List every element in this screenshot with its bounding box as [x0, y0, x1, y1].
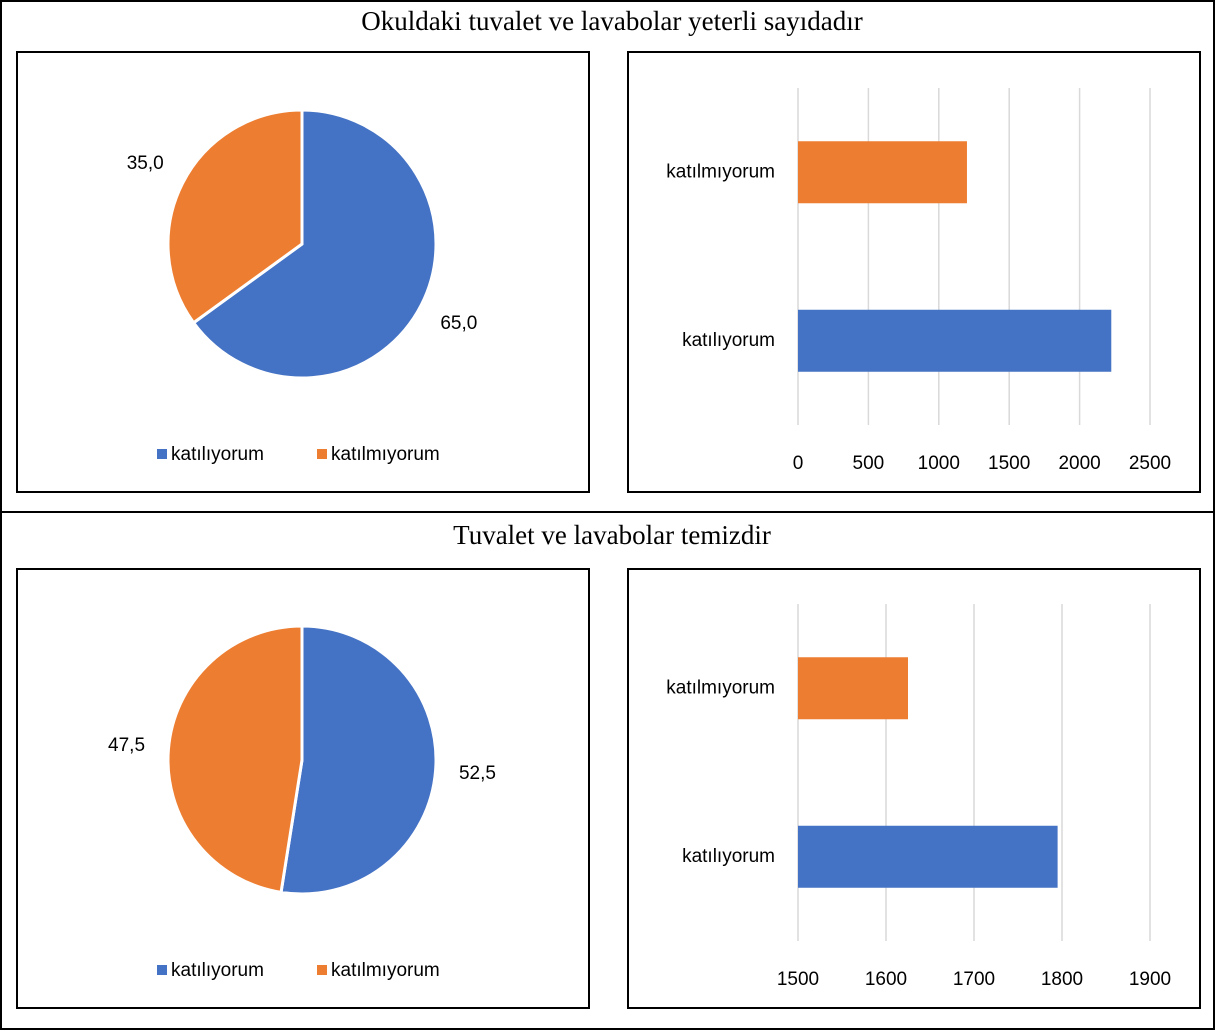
y-tick-label: katılmıyorum: [666, 161, 775, 182]
x-tick-label: 1500: [988, 453, 1030, 474]
bar: [798, 825, 1058, 888]
x-tick-label: 2500: [1129, 453, 1171, 474]
x-tick-label: 1500: [777, 969, 819, 990]
section-title: Okuldaki tuvalet ve lavabolar yeterli sa…: [361, 6, 863, 36]
legend-label: katılıyorum: [171, 960, 264, 981]
pie-slice: [166, 624, 304, 895]
data-label: 47,5: [108, 735, 145, 756]
legend-swatch: [317, 449, 327, 459]
x-tick-label: 0: [793, 453, 804, 474]
x-tick-label: 1000: [918, 453, 960, 474]
pie-slice: [166, 108, 304, 325]
y-tick-label: katılıyorum: [682, 846, 775, 867]
chart-box: [16, 51, 590, 493]
x-tick-label: 1600: [865, 969, 907, 990]
y-tick-label: katılıyorum: [682, 330, 775, 351]
chart-box: [627, 568, 1201, 1009]
section-title: Tuvalet ve lavabolar temizdir: [453, 520, 771, 550]
pie-slice: [191, 108, 438, 380]
pie-slice: [279, 624, 438, 896]
x-tick-label: 2000: [1058, 453, 1100, 474]
legend-swatch: [317, 965, 327, 975]
legend-label: katılmıyorum: [331, 960, 440, 981]
legend-label: katılmıyorum: [331, 444, 440, 465]
chart-box: [16, 568, 590, 1009]
bar: [798, 309, 1112, 372]
legend-swatch: [157, 965, 167, 975]
chart-box: [627, 51, 1201, 493]
legend-label: katılıyorum: [171, 444, 264, 465]
x-tick-label: 1800: [1041, 969, 1083, 990]
legend-swatch: [157, 449, 167, 459]
data-label: 52,5: [459, 763, 496, 784]
bar: [798, 141, 967, 204]
x-tick-label: 1700: [953, 969, 995, 990]
x-tick-label: 1900: [1129, 969, 1171, 990]
data-label: 65,0: [440, 313, 477, 334]
bar: [798, 657, 908, 720]
x-tick-label: 500: [853, 453, 885, 474]
data-label: 35,0: [127, 153, 164, 174]
y-tick-label: katılmıyorum: [666, 677, 775, 698]
